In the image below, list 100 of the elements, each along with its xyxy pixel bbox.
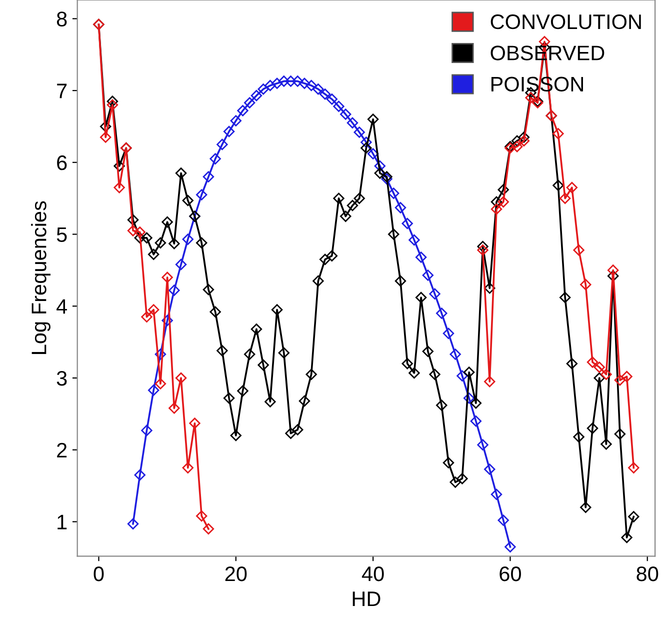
point (388, 188, 400, 199)
point (271, 78, 283, 89)
point (292, 76, 304, 87)
point (333, 100, 344, 112)
y-tick-label: 2 (57, 442, 67, 458)
point (319, 88, 331, 100)
y-tick-label: 1 (58, 514, 67, 530)
point (442, 328, 454, 340)
point (436, 308, 448, 319)
point (594, 362, 605, 373)
point (415, 252, 427, 263)
point (141, 424, 152, 436)
point (477, 439, 488, 450)
point (114, 182, 125, 194)
point (470, 415, 482, 427)
point (168, 284, 180, 296)
point (621, 370, 632, 382)
point (614, 374, 626, 386)
point (566, 182, 578, 194)
point (367, 148, 379, 160)
point (210, 153, 221, 164)
point (182, 462, 194, 474)
point (559, 192, 571, 204)
point (244, 97, 256, 108)
y-tick-label: 7 (57, 84, 67, 98)
point (518, 135, 530, 146)
point (628, 462, 640, 474)
point (490, 488, 502, 500)
point (586, 356, 598, 368)
y-tick-label: 8 (56, 12, 67, 26)
point (278, 76, 290, 87)
point (402, 218, 413, 230)
point (450, 348, 461, 360)
point (463, 392, 475, 404)
point (216, 138, 228, 150)
point (264, 80, 276, 92)
point (162, 314, 173, 326)
y-tick-label: 4 (56, 299, 68, 314)
point (230, 115, 242, 126)
point (429, 288, 440, 300)
point (484, 376, 496, 388)
y-tick-label: 6 (57, 155, 67, 170)
point (326, 94, 338, 105)
point (182, 234, 194, 245)
point (223, 126, 235, 138)
point (134, 226, 146, 238)
point (525, 92, 536, 104)
point (127, 518, 139, 530)
point (175, 372, 187, 384)
y-axis-title: Log Frequencies (31, 201, 50, 354)
point (360, 136, 372, 148)
x-tick-label: 60 (500, 566, 521, 582)
x-tick-label: 0 (94, 566, 104, 582)
x-tick-label: 40 (362, 566, 384, 582)
y-tick-label: 5 (56, 227, 67, 242)
point (298, 78, 310, 89)
point (285, 76, 296, 87)
point (202, 523, 214, 534)
point (484, 464, 496, 475)
x-tick-label: 80 (636, 566, 658, 582)
point (141, 311, 152, 323)
point (148, 384, 160, 396)
point (154, 378, 166, 390)
point (490, 204, 502, 215)
point (134, 469, 146, 481)
point (408, 234, 420, 246)
point (600, 368, 612, 380)
point (511, 140, 523, 152)
y-tick-label: 3 (56, 370, 67, 386)
point (477, 244, 488, 256)
point (196, 189, 208, 200)
point (306, 80, 317, 92)
point (346, 117, 358, 128)
point (456, 370, 468, 382)
point (127, 225, 139, 236)
legend-label: CONVOLUTION (490, 14, 641, 30)
point (237, 105, 248, 116)
point (258, 84, 269, 95)
point (189, 418, 200, 429)
point (168, 402, 180, 414)
point (162, 272, 173, 283)
x-tick-label: 20 (225, 566, 247, 582)
point (504, 541, 516, 552)
point (498, 514, 509, 526)
point (422, 270, 434, 281)
point (374, 160, 386, 172)
point (552, 128, 564, 140)
point (354, 126, 365, 138)
point (202, 171, 214, 182)
point (312, 84, 324, 95)
point (154, 348, 166, 360)
point (175, 258, 187, 270)
point (498, 196, 509, 208)
point (250, 90, 262, 102)
point (196, 510, 208, 522)
point (148, 304, 160, 316)
point (394, 202, 406, 214)
x-axis-title: HD (352, 592, 380, 606)
point (381, 173, 392, 185)
point (580, 278, 592, 290)
